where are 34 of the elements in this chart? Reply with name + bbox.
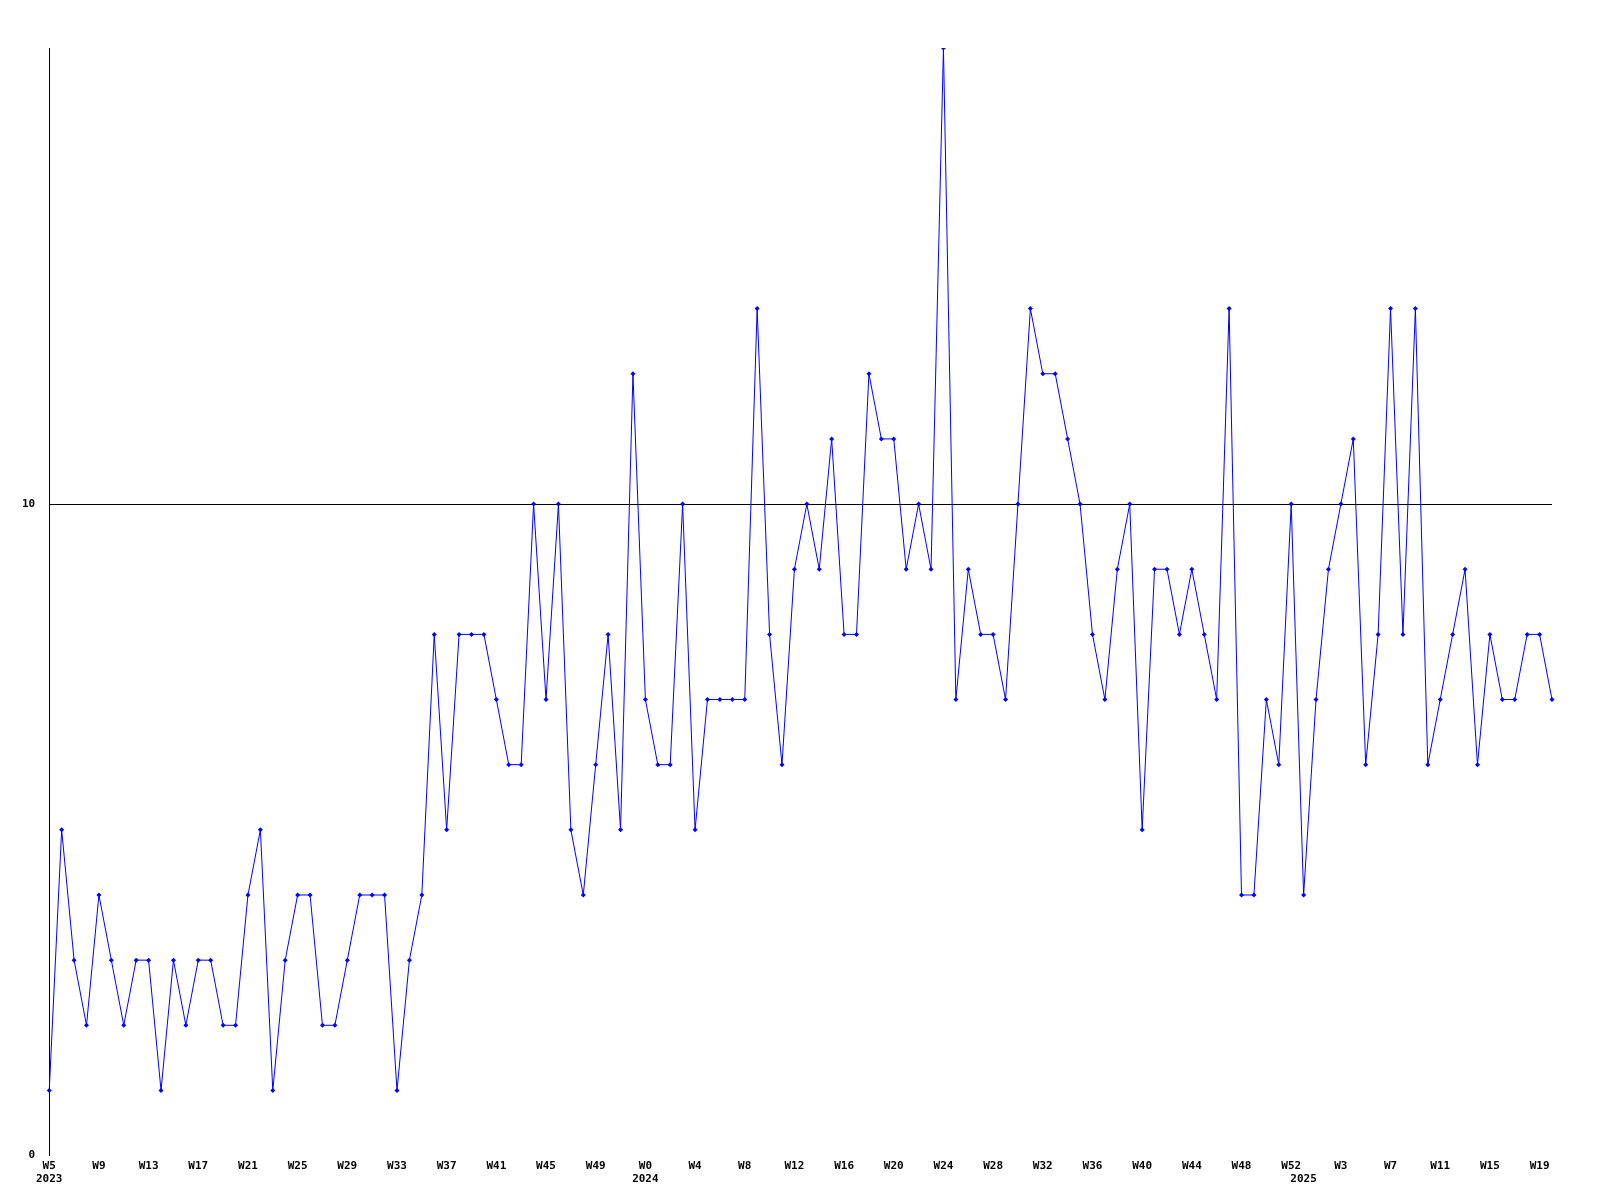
x-tick-label: W17	[188, 1159, 209, 1173]
x-tick-label: 2025	[1290, 1172, 1317, 1186]
x-tick-label: W13	[138, 1159, 159, 1173]
x-tick-label: W32	[1032, 1159, 1053, 1173]
x-tick-label: W9	[92, 1159, 106, 1173]
y-tick-label: 0	[28, 1148, 36, 1162]
x-tick-label: W7	[1383, 1159, 1398, 1173]
x-tick-label: W36	[1082, 1159, 1103, 1173]
x-tick-label: W16	[834, 1159, 855, 1173]
x-tick-label: W8	[738, 1159, 752, 1173]
x-tick-label: W48	[1231, 1159, 1252, 1173]
x-tick-label: W25	[287, 1159, 308, 1173]
x-tick-label: W4	[688, 1159, 703, 1173]
x-tick-label: W0 2024	[632, 1159, 659, 1186]
y-tick-label: 10	[22, 496, 36, 510]
x-tick-label: W3	[1334, 1159, 1348, 1173]
x-tick-label: W15	[1479, 1159, 1500, 1173]
x-tick-label: W52	[1281, 1159, 1302, 1173]
x-tick-label: W45	[536, 1159, 556, 1173]
x-tick-label: W40	[1132, 1159, 1153, 1173]
x-tick-label: W44	[1181, 1159, 1203, 1173]
x-tick-label: W28	[983, 1159, 1004, 1173]
x-tick-label: W33	[387, 1159, 407, 1173]
x-tick-label: W37	[436, 1159, 457, 1173]
x-tick-label: W5 2023	[36, 1159, 63, 1186]
x-tick-label: W21	[238, 1159, 259, 1173]
x-tick-label: W29	[337, 1159, 358, 1173]
x-tick-label: W24	[933, 1159, 954, 1173]
x-tick-label: W41	[486, 1159, 507, 1173]
x-tick-label: W19	[1529, 1159, 1550, 1173]
x-tick-label: W20	[883, 1159, 904, 1173]
x-tick-label: W11	[1430, 1159, 1451, 1173]
x-tick-label: W49	[585, 1159, 606, 1173]
x-tick-label: W12	[784, 1159, 805, 1173]
